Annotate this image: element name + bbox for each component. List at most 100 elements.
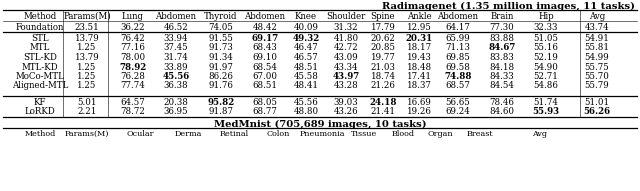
Text: 18.48: 18.48 xyxy=(406,62,431,71)
Text: 13.79: 13.79 xyxy=(75,34,99,43)
Text: 68.51: 68.51 xyxy=(253,82,278,91)
Text: MTL-KD: MTL-KD xyxy=(22,62,58,71)
Text: 68.05: 68.05 xyxy=(253,98,278,107)
Text: Method: Method xyxy=(24,130,56,138)
Text: 77.16: 77.16 xyxy=(120,44,145,53)
Text: Abdomen: Abdomen xyxy=(438,12,479,21)
Text: 91.73: 91.73 xyxy=(209,44,234,53)
Text: 39.03: 39.03 xyxy=(333,98,358,107)
Text: Shoulder: Shoulder xyxy=(326,12,365,21)
Text: 51.01: 51.01 xyxy=(584,98,609,107)
Text: 91.87: 91.87 xyxy=(209,108,234,117)
Text: 21.41: 21.41 xyxy=(371,108,396,117)
Text: 84.33: 84.33 xyxy=(490,72,515,81)
Text: Params(M): Params(M) xyxy=(65,130,109,138)
Text: 69.17: 69.17 xyxy=(252,34,278,43)
Text: 45.56: 45.56 xyxy=(163,72,189,81)
Text: Hip: Hip xyxy=(538,12,554,21)
Text: 52.19: 52.19 xyxy=(534,53,559,62)
Text: Foundation: Foundation xyxy=(16,23,64,32)
Text: 51.74: 51.74 xyxy=(534,98,559,107)
Text: 18.74: 18.74 xyxy=(371,72,396,81)
Text: 31.32: 31.32 xyxy=(333,23,358,32)
Text: 41.80: 41.80 xyxy=(333,34,358,43)
Text: 68.54: 68.54 xyxy=(253,62,277,71)
Text: 12.95: 12.95 xyxy=(406,23,431,32)
Text: 19.77: 19.77 xyxy=(371,53,396,62)
Text: Colon: Colon xyxy=(266,130,290,138)
Text: 48.80: 48.80 xyxy=(293,108,319,117)
Text: 17.41: 17.41 xyxy=(406,72,431,81)
Text: 42.72: 42.72 xyxy=(333,44,358,53)
Text: 54.99: 54.99 xyxy=(584,53,609,62)
Text: 40.09: 40.09 xyxy=(294,23,319,32)
Text: 19.43: 19.43 xyxy=(406,53,431,62)
Text: Blood: Blood xyxy=(392,130,415,138)
Text: 49.32: 49.32 xyxy=(292,34,319,43)
Text: 23.51: 23.51 xyxy=(75,23,99,32)
Text: 20.85: 20.85 xyxy=(371,44,396,53)
Text: 95.82: 95.82 xyxy=(207,98,235,107)
Text: 20.38: 20.38 xyxy=(164,98,188,107)
Text: 69.85: 69.85 xyxy=(445,53,470,62)
Text: Derma: Derma xyxy=(174,130,202,138)
Text: 45.58: 45.58 xyxy=(294,72,319,81)
Text: 13.79: 13.79 xyxy=(75,53,99,62)
Text: 46.57: 46.57 xyxy=(294,53,318,62)
Text: 69.10: 69.10 xyxy=(253,53,278,62)
Text: MTL: MTL xyxy=(30,44,50,53)
Text: 84.67: 84.67 xyxy=(488,44,516,53)
Text: 67.00: 67.00 xyxy=(253,72,278,81)
Text: 55.70: 55.70 xyxy=(584,72,609,81)
Text: 45.56: 45.56 xyxy=(294,98,318,107)
Text: 91.97: 91.97 xyxy=(209,62,234,71)
Text: STL-KD: STL-KD xyxy=(23,53,57,62)
Text: Abdomen: Abdomen xyxy=(156,12,196,21)
Text: Pneumonia: Pneumonia xyxy=(300,130,345,138)
Text: 46.52: 46.52 xyxy=(164,23,188,32)
Text: Abdomen: Abdomen xyxy=(244,12,285,21)
Text: Ankle: Ankle xyxy=(406,12,431,21)
Text: 55.16: 55.16 xyxy=(534,44,559,53)
Text: STL: STL xyxy=(31,34,49,43)
Text: 37.45: 37.45 xyxy=(164,44,188,53)
Text: 54.86: 54.86 xyxy=(534,82,559,91)
Text: 74.88: 74.88 xyxy=(444,72,472,81)
Text: Ocular: Ocular xyxy=(126,130,154,138)
Text: KF: KF xyxy=(34,98,46,107)
Text: Radimagenet (1.35 million images, 11 tasks): Radimagenet (1.35 million images, 11 tas… xyxy=(382,2,635,11)
Text: 18.37: 18.37 xyxy=(406,82,431,91)
Text: Avg: Avg xyxy=(589,12,605,21)
Text: 78.46: 78.46 xyxy=(490,98,515,107)
Text: MoCo-MTL: MoCo-MTL xyxy=(15,72,65,81)
Text: 55.79: 55.79 xyxy=(584,82,609,91)
Text: 2.21: 2.21 xyxy=(77,108,97,117)
Text: 46.47: 46.47 xyxy=(294,44,318,53)
Text: Brain: Brain xyxy=(490,12,514,21)
Text: 68.77: 68.77 xyxy=(253,108,277,117)
Text: 48.42: 48.42 xyxy=(253,23,277,32)
Text: 21.26: 21.26 xyxy=(371,82,396,91)
Text: 84.60: 84.60 xyxy=(490,108,515,117)
Text: Lung: Lung xyxy=(122,12,144,21)
Text: 55.93: 55.93 xyxy=(532,108,559,117)
Text: 17.79: 17.79 xyxy=(371,23,396,32)
Text: 52.71: 52.71 xyxy=(534,72,559,81)
Text: 43.28: 43.28 xyxy=(333,82,358,91)
Text: 21.03: 21.03 xyxy=(371,62,396,71)
Text: 36.22: 36.22 xyxy=(121,23,145,32)
Text: Organ: Organ xyxy=(427,130,453,138)
Text: 43.09: 43.09 xyxy=(333,53,358,62)
Text: 36.95: 36.95 xyxy=(164,108,188,117)
Text: 32.33: 32.33 xyxy=(534,23,558,32)
Text: 91.34: 91.34 xyxy=(209,53,234,62)
Text: 43.26: 43.26 xyxy=(333,108,358,117)
Text: 69.58: 69.58 xyxy=(445,62,470,71)
Text: 55.81: 55.81 xyxy=(584,44,609,53)
Text: 33.94: 33.94 xyxy=(164,34,188,43)
Text: 1.25: 1.25 xyxy=(77,62,97,71)
Text: 71.13: 71.13 xyxy=(445,44,470,53)
Text: 83.83: 83.83 xyxy=(490,53,515,62)
Text: Method: Method xyxy=(24,12,56,21)
Text: 1.25: 1.25 xyxy=(77,82,97,91)
